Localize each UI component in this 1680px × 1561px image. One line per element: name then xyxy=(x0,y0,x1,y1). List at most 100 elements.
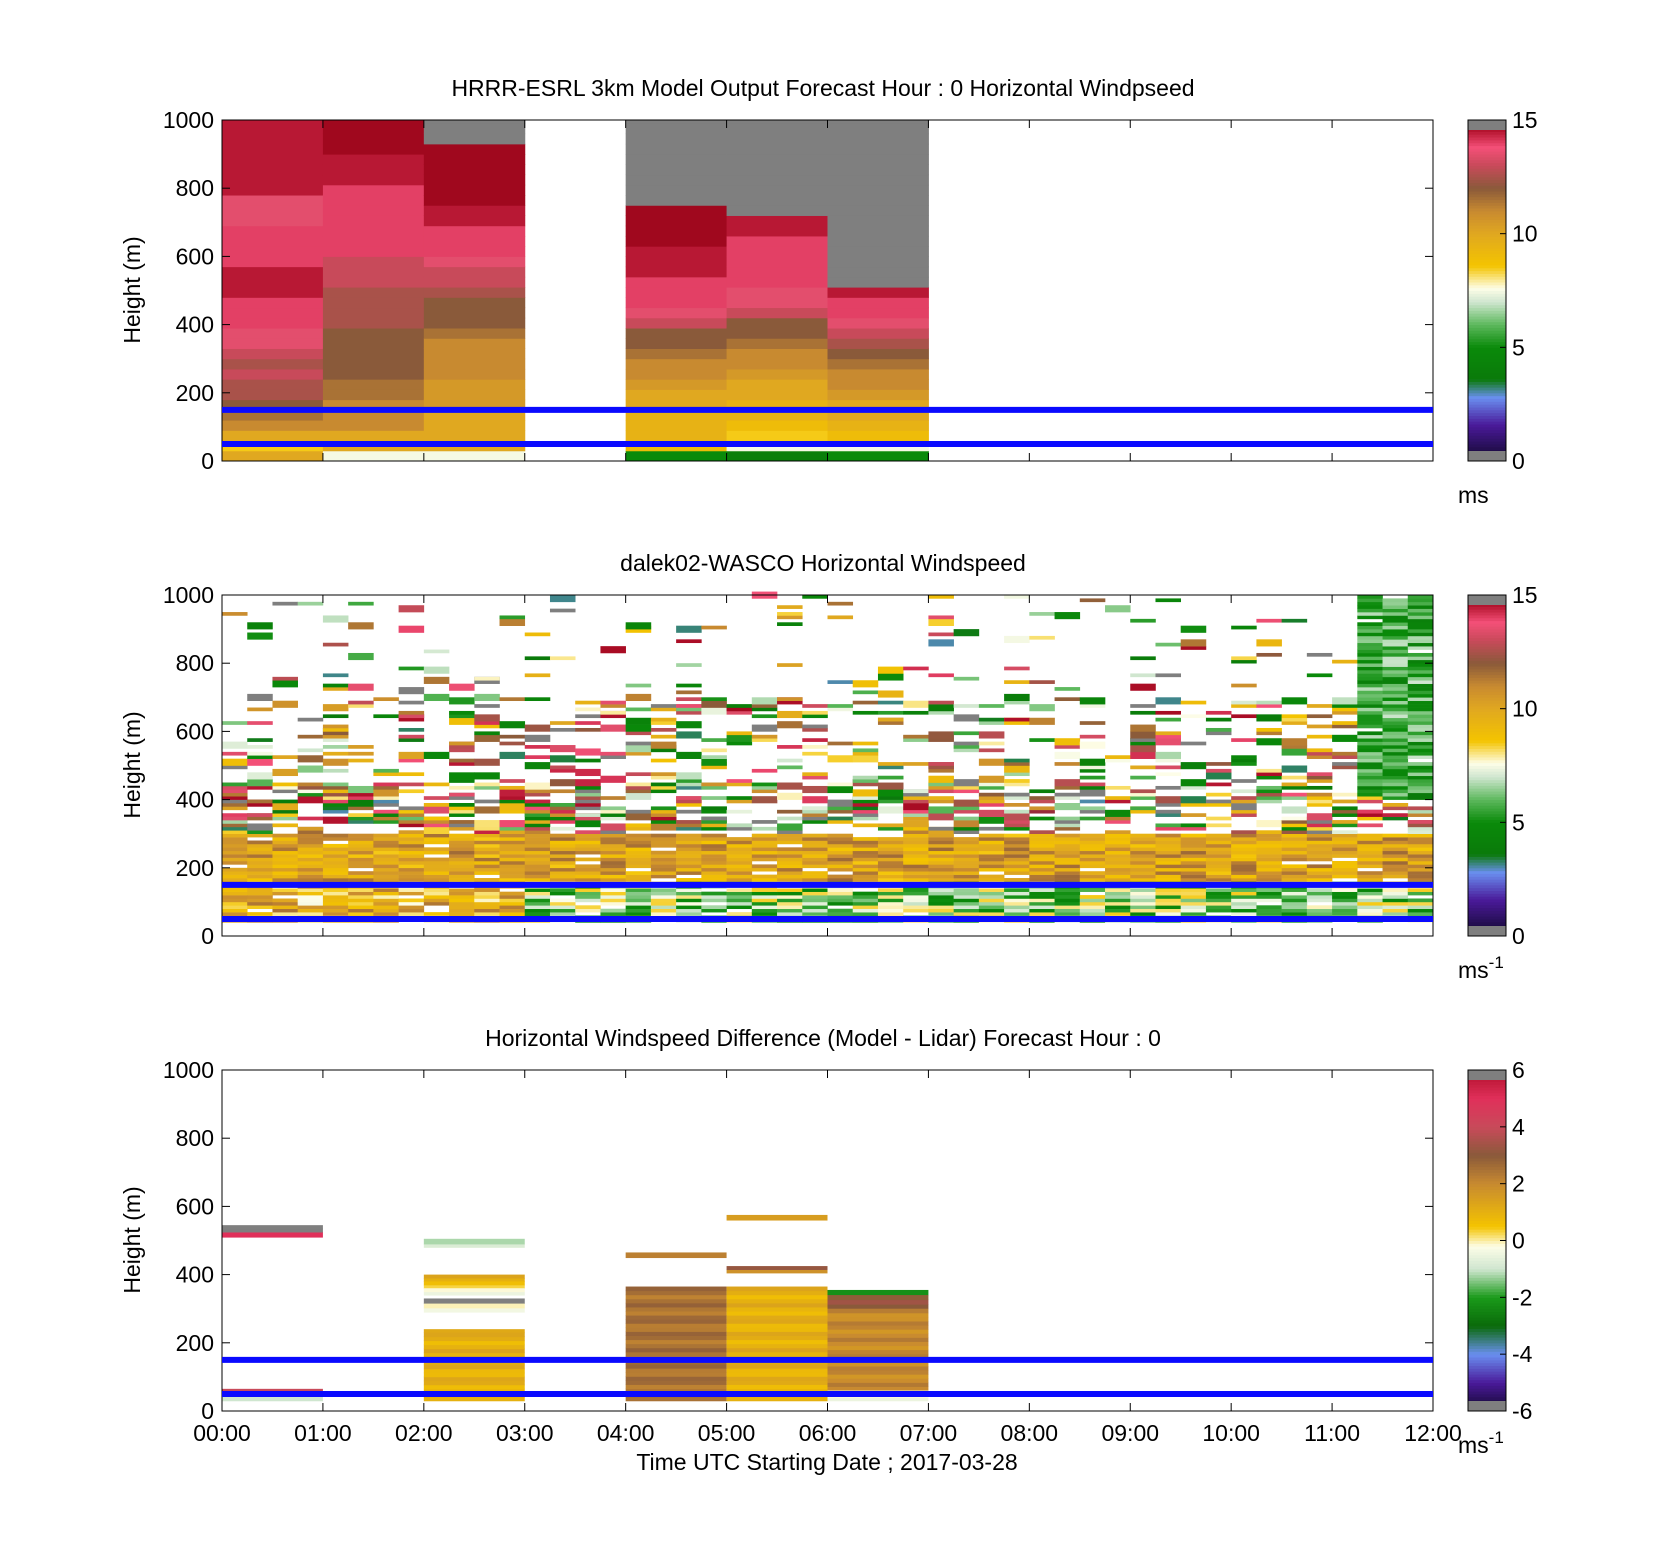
heatmap-cell xyxy=(978,717,1005,722)
heatmap-cell xyxy=(903,854,929,858)
heatmap-cell xyxy=(1407,755,1434,759)
heatmap-cell xyxy=(222,225,324,237)
colorbar-swatch xyxy=(1468,441,1506,445)
heatmap-cell xyxy=(423,1238,525,1245)
colorbar-swatch xyxy=(1468,737,1506,741)
colorbar-swatch xyxy=(1468,722,1506,727)
heatmap-cell xyxy=(751,843,778,848)
heatmap-cell xyxy=(1180,850,1207,855)
x-tick-label: 00:00 xyxy=(193,1420,251,1446)
heatmap-cell xyxy=(877,799,904,804)
heatmap-cell xyxy=(1332,710,1358,715)
heatmap-cell xyxy=(1079,734,1106,739)
heatmap-cell xyxy=(575,843,601,848)
heatmap-cell xyxy=(625,246,728,257)
heatmap-cell xyxy=(272,901,298,906)
heatmap-cell xyxy=(423,1336,525,1342)
heatmap-cell xyxy=(1407,792,1434,800)
heatmap-cell xyxy=(423,901,450,906)
heatmap-cell xyxy=(1105,874,1131,879)
heatmap-cell xyxy=(423,256,526,268)
heatmap-cell xyxy=(1205,843,1232,848)
heatmap-cell xyxy=(1306,673,1333,678)
heatmap-cell xyxy=(827,799,854,807)
heatmap-cell xyxy=(1306,823,1333,828)
heatmap-cell xyxy=(726,123,828,135)
heatmap-cell xyxy=(322,745,349,749)
heatmap-cell xyxy=(625,792,652,800)
heatmap-cell xyxy=(247,888,273,892)
colorbar-swatch xyxy=(1468,754,1506,758)
heatmap-cell xyxy=(1306,775,1333,780)
heatmap-cell xyxy=(903,803,929,811)
heatmap-cell xyxy=(499,799,526,804)
heatmap-cell xyxy=(1357,772,1383,777)
heatmap-cell xyxy=(247,813,273,817)
colorbar-swatch xyxy=(1468,1391,1506,1395)
heatmap-cell xyxy=(1029,680,1055,684)
heatmap-cell xyxy=(1231,860,1257,865)
heatmap-cell xyxy=(726,1364,828,1369)
heatmap-cell xyxy=(1231,888,1257,892)
heatmap-cell xyxy=(1155,843,1182,848)
heatmap-cell xyxy=(1155,731,1182,736)
heatmap-cell xyxy=(701,755,727,759)
heatmap-cell xyxy=(1130,656,1156,661)
heatmap-cell xyxy=(222,235,324,247)
heatmap-cell xyxy=(1155,710,1182,715)
heatmap-cell xyxy=(1332,888,1358,892)
heatmap-cell xyxy=(297,833,324,838)
heatmap-cell xyxy=(1205,816,1232,821)
heatmap-cell xyxy=(1079,871,1106,875)
heatmap-cell xyxy=(978,867,1005,872)
heatmap-cell xyxy=(625,420,728,431)
heatmap-cell xyxy=(322,724,349,729)
heatmap-cell xyxy=(524,854,551,858)
heatmap-cell xyxy=(575,779,601,787)
heatmap-cell xyxy=(1357,864,1383,869)
heatmap-cell xyxy=(978,864,1005,869)
colorbar-swatch xyxy=(1468,1095,1506,1099)
heatmap-cell xyxy=(726,734,753,742)
colorbar-swatch xyxy=(1468,1322,1506,1327)
heatmap-cell xyxy=(373,833,399,838)
heatmap-cell xyxy=(1357,656,1383,661)
heatmap-cell xyxy=(423,430,526,442)
heatmap-cell xyxy=(1231,854,1257,858)
colorbar-swatch xyxy=(1468,899,1506,903)
colorbar-swatch xyxy=(1468,188,1506,192)
heatmap-cell xyxy=(1079,758,1106,766)
colorbar-unit-exponent: -1 xyxy=(1489,953,1504,972)
x-tick-label: 04:00 xyxy=(597,1420,655,1446)
heatmap-cell xyxy=(1004,871,1030,875)
heatmap-cell xyxy=(348,792,374,797)
heatmap-cell xyxy=(297,717,324,722)
colorbar-tick-label: 5 xyxy=(1512,334,1525,360)
colorbar-swatch xyxy=(1468,1186,1506,1190)
heatmap-cell xyxy=(1382,618,1409,623)
heatmap-cell xyxy=(524,792,551,797)
heatmap-cell xyxy=(928,618,954,626)
heatmap-cell xyxy=(272,878,298,882)
heatmap-cell xyxy=(1105,857,1131,862)
heatmap-cell xyxy=(1180,625,1207,633)
heatmap-cell xyxy=(650,806,677,811)
heatmap-cell xyxy=(1130,901,1156,906)
heatmap-cell xyxy=(322,816,349,824)
heatmap-cell xyxy=(1256,840,1282,845)
heatmap-cell xyxy=(650,741,677,749)
heatmap-cell xyxy=(625,912,652,916)
colorbar-swatch xyxy=(1468,1197,1506,1202)
heatmap-cell xyxy=(1357,608,1383,613)
heatmap-cell xyxy=(877,867,904,872)
heatmap-cell xyxy=(1231,843,1257,848)
heatmap-cell xyxy=(625,751,652,756)
panel-model: HRRR-ESRL 3km Model Output Forecast Hour… xyxy=(119,75,1538,508)
colorbar-swatch xyxy=(1468,407,1506,411)
heatmap-cell xyxy=(726,857,753,862)
heatmap-cell xyxy=(1332,734,1358,742)
heatmap-cell xyxy=(499,789,526,797)
heatmap-cell xyxy=(928,731,954,739)
heatmap-cell xyxy=(1382,785,1409,790)
